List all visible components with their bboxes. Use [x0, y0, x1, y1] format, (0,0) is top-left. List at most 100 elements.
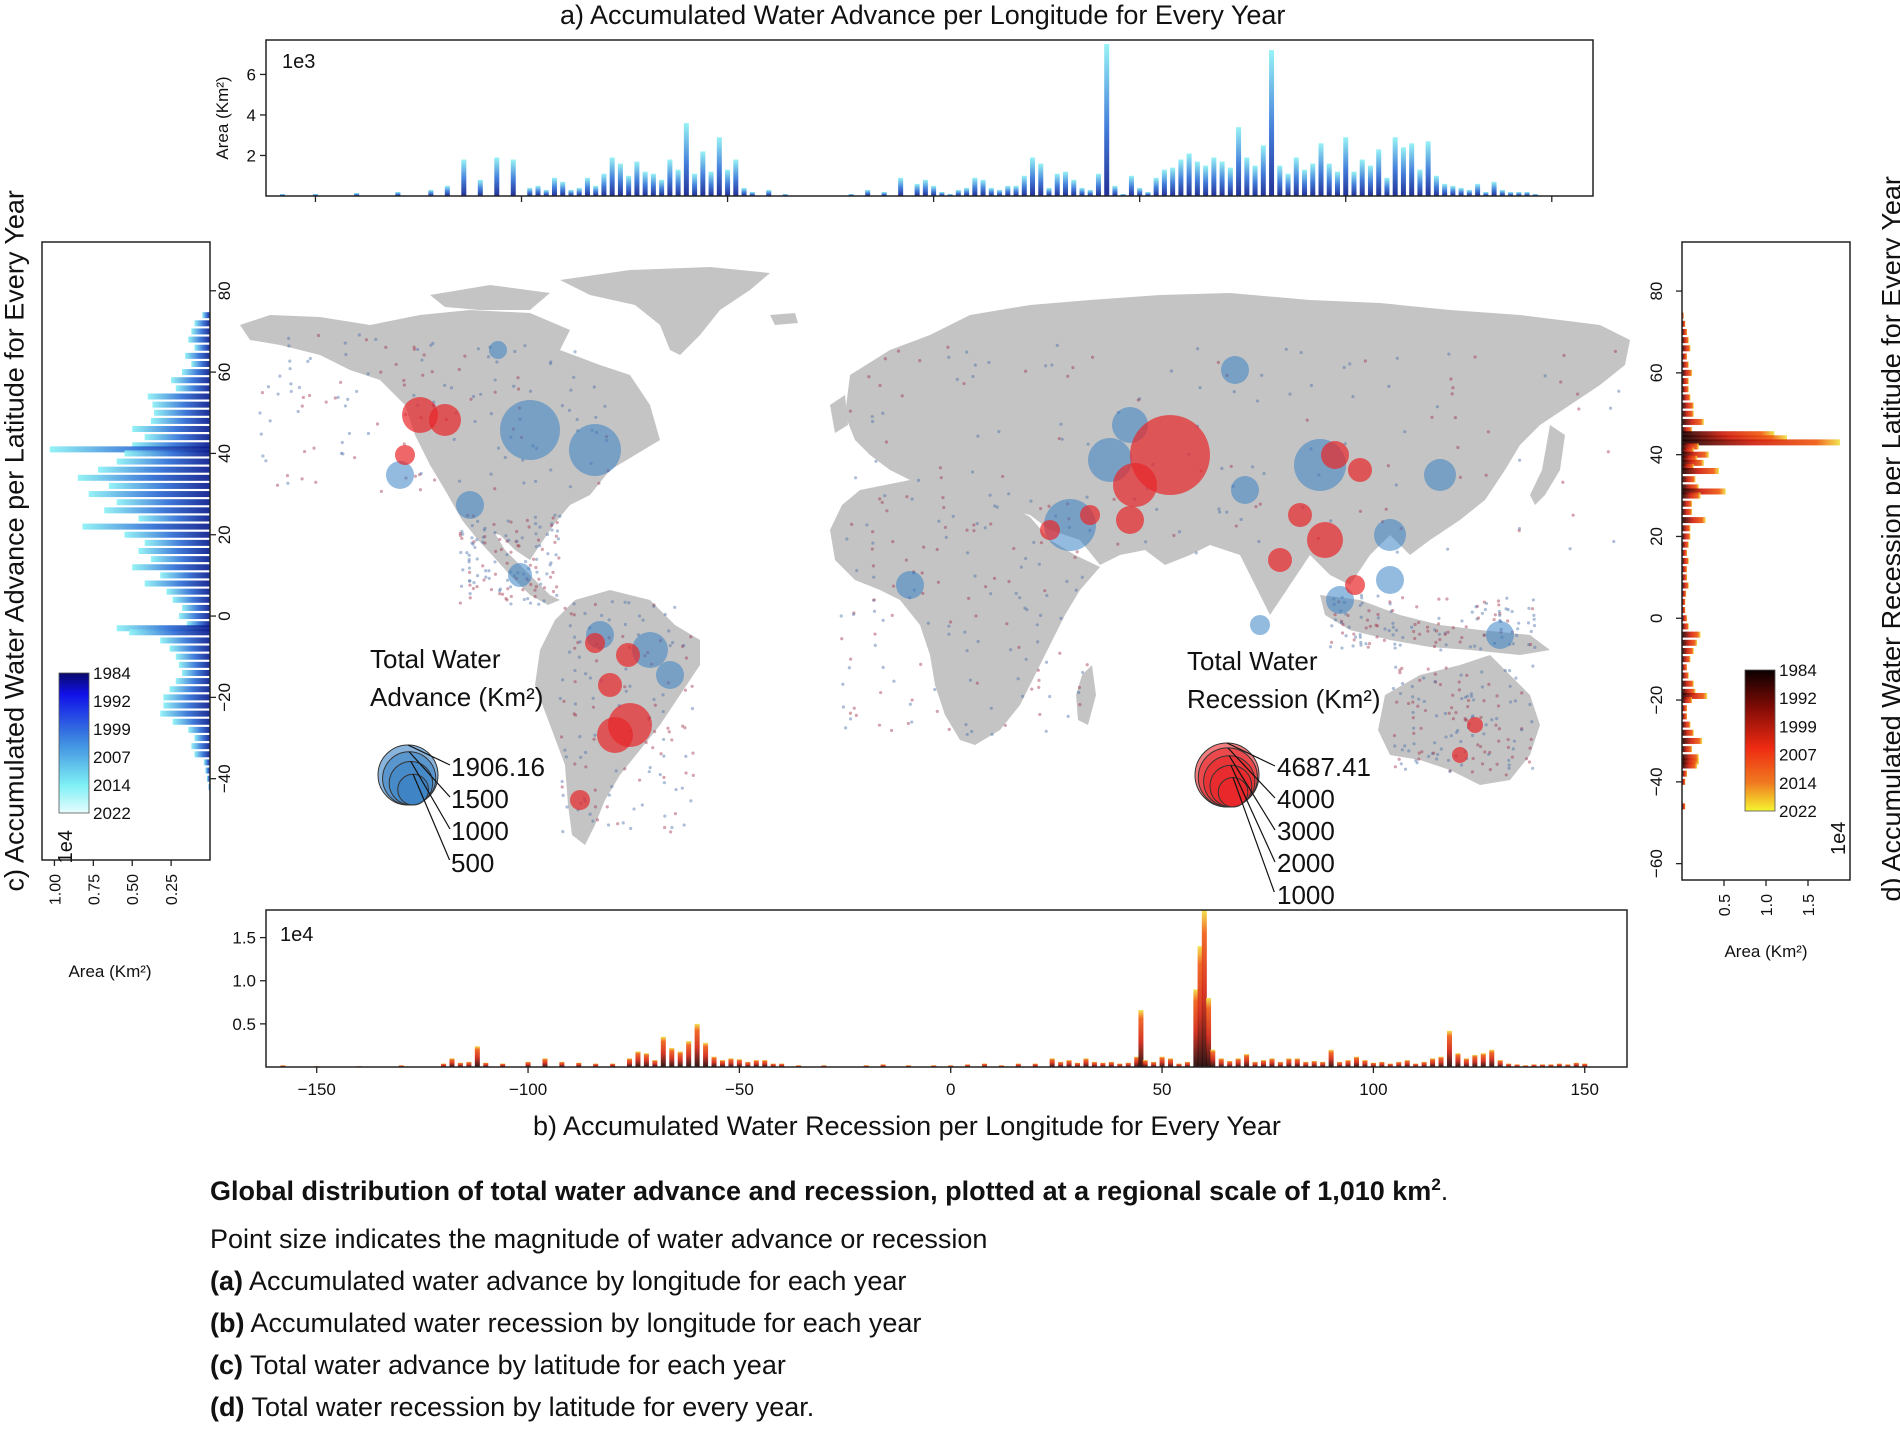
bar	[1506, 1063, 1512, 1067]
bar	[1682, 463, 1694, 470]
map-dot	[1399, 762, 1403, 766]
bar	[1013, 185, 1019, 196]
bar	[1497, 1060, 1503, 1067]
map-dot	[1392, 733, 1397, 738]
panel-c-colorbar	[58, 672, 90, 814]
bar	[154, 409, 210, 416]
map-dot	[412, 345, 416, 349]
bar	[525, 1061, 531, 1067]
land-masses	[240, 267, 1630, 845]
bar	[160, 637, 210, 644]
map-dot	[591, 696, 595, 700]
map-dot	[347, 431, 352, 436]
map-dot	[562, 699, 566, 703]
bar	[733, 159, 739, 196]
bar	[728, 1058, 734, 1067]
map-dot	[872, 609, 877, 613]
map-dot	[683, 688, 688, 692]
bar	[1433, 175, 1439, 196]
panel-c-xlabel: Area (Km²)	[68, 962, 151, 981]
map-dot	[892, 679, 896, 683]
map-dot	[1255, 399, 1260, 403]
bar	[1210, 1049, 1216, 1067]
map-dot	[1376, 612, 1380, 617]
map-dot	[475, 557, 479, 561]
map-dot	[1401, 596, 1405, 600]
bar	[1134, 1056, 1140, 1067]
map-dot	[852, 706, 856, 710]
map-dot	[1417, 697, 1421, 701]
panel-d-xlabel: Area (Km²)	[1724, 942, 1807, 961]
map-dot	[870, 414, 874, 419]
legend-leader-line	[1226, 742, 1276, 767]
bar	[719, 1060, 725, 1067]
panel-d-multiplier: 1e4	[1828, 822, 1850, 855]
map-dot	[652, 697, 656, 702]
x-tick-label: 0.50	[125, 874, 142, 905]
map-dot	[1044, 660, 1049, 664]
bar	[500, 1063, 506, 1067]
map-dot	[1254, 505, 1258, 509]
map-dot	[935, 709, 939, 713]
map-dot	[493, 531, 497, 535]
bar	[1480, 1053, 1486, 1067]
map-dot	[287, 336, 291, 340]
map-dot	[1493, 613, 1497, 617]
map-dot	[572, 635, 577, 639]
map-dot	[1471, 714, 1475, 718]
map-dot	[684, 656, 689, 660]
map-dot	[1196, 347, 1200, 351]
map-dot	[1448, 769, 1452, 773]
map-dot	[955, 377, 959, 381]
map-dot	[288, 367, 292, 371]
bar	[466, 1061, 472, 1067]
bar	[1285, 173, 1291, 196]
bar	[617, 163, 623, 196]
map-dot	[339, 451, 344, 455]
map-dot	[465, 551, 469, 555]
map-dot	[947, 632, 951, 636]
map-dot	[1561, 480, 1565, 484]
bar	[1318, 143, 1324, 196]
map-dot	[555, 520, 559, 525]
map-dot	[972, 523, 976, 527]
map-dot	[691, 751, 695, 755]
bar	[1548, 1064, 1554, 1067]
map-dot	[1012, 546, 1016, 551]
map-dot	[275, 483, 280, 487]
map-dot	[610, 600, 615, 604]
bar	[1277, 165, 1283, 196]
map-dot	[1044, 729, 1048, 733]
colorbar-label: 1984	[93, 664, 131, 683]
map-dot	[1393, 642, 1397, 646]
map-dot	[516, 376, 520, 380]
map-dot	[621, 634, 625, 639]
map-dot	[1360, 601, 1364, 605]
map-dot	[1352, 632, 1356, 636]
colorbar-label: 2022	[93, 804, 131, 823]
bar	[428, 189, 434, 196]
map-dot	[1482, 633, 1487, 637]
recession-bubble	[1268, 548, 1292, 572]
bar	[178, 661, 210, 668]
map-dot	[1466, 698, 1471, 703]
bar	[1430, 1058, 1436, 1067]
advance-legend-value: 500	[451, 848, 495, 878]
map-dot	[515, 539, 519, 543]
map-dot	[1387, 384, 1391, 388]
map-dot	[563, 748, 567, 752]
bar	[1153, 177, 1159, 196]
map-dot	[653, 729, 657, 734]
map-dot	[1531, 766, 1535, 770]
bar	[474, 1046, 480, 1067]
bar	[1286, 1058, 1292, 1067]
map-dot	[1035, 623, 1039, 627]
map-dot	[989, 706, 993, 710]
land-greenland	[560, 267, 770, 355]
map-dot	[1066, 374, 1070, 378]
map-dot	[1433, 680, 1437, 684]
recession-bubble	[616, 643, 640, 667]
map-dot	[1498, 613, 1502, 617]
y-tick-label: 60	[1647, 363, 1666, 382]
map-dot	[259, 432, 263, 436]
